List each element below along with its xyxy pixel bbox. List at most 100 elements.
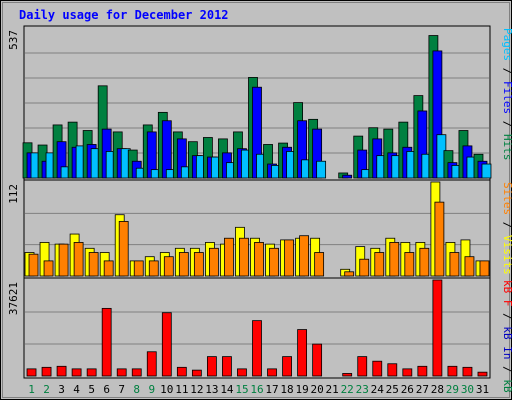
bar-kb-f-day-30 (462, 366, 473, 377)
bar-kb-f-day-14 (222, 356, 232, 377)
x-tick-label-day-3: 3 (58, 383, 65, 396)
y-max-label: 537 (7, 30, 20, 50)
bar-kb-f-day-20 (312, 343, 323, 377)
bar-kb-f-day-8 (131, 368, 142, 377)
bar-pages-day-20 (316, 160, 327, 179)
bar-kb-f-day-2 (41, 366, 52, 377)
bar-kb-f-day-19 (297, 329, 308, 377)
y-max-label: 37621 (7, 282, 20, 315)
bar-kb-f-day-10 (161, 312, 172, 377)
bar-kb-f-day-24 (372, 360, 383, 377)
x-tick-label-day-16: 16 (250, 383, 263, 396)
x-tick-label-day-17: 17 (265, 383, 278, 396)
bar-kb-f-day-5 (86, 368, 97, 377)
x-tick-label-day-5: 5 (88, 383, 95, 396)
bar-sites-day-22 (344, 271, 355, 277)
bar-kb-f-day-27 (417, 365, 428, 377)
x-tick-label-day-31: 31 (476, 383, 489, 396)
x-tick-label-day-6: 6 (103, 383, 110, 396)
legend-part: / (501, 61, 512, 81)
bar-kb-f-day-6 (101, 307, 112, 377)
bar-kb-f-day-18 (282, 356, 292, 377)
legend-part: Visits (501, 235, 512, 275)
bar-sites-day-6 (103, 260, 114, 277)
x-tick-label-day-29: 29 (446, 383, 459, 396)
bar-sites-day-15 (239, 237, 249, 277)
bar-pages-day-31 (481, 163, 492, 179)
bar-kb-f-day-29 (447, 365, 458, 377)
x-tick-label-day-14: 14 (220, 383, 234, 396)
bar-kb-f-day-16 (252, 320, 262, 377)
chart-title: Daily usage for December 2012 (19, 8, 229, 22)
bar-sites-day-13 (208, 247, 219, 277)
legend-part: / (501, 307, 512, 327)
series-legend-label: Pages / Files / Hits (501, 28, 512, 161)
legend-part: / (501, 114, 512, 134)
series-legend-label: Sites / Visits (501, 182, 512, 275)
x-tick-label-day-30: 30 (461, 383, 474, 396)
bar-sites-day-18 (284, 239, 294, 277)
x-tick-label-day-2: 2 (43, 383, 50, 396)
bar-sites-day-4 (73, 242, 84, 277)
bar-sites-day-10 (163, 256, 174, 277)
legend-part: Files (501, 81, 512, 114)
bar-sites-day-27 (419, 247, 430, 277)
bar-kb-f-day-23 (357, 356, 368, 377)
x-tick-label-day-7: 7 (118, 383, 125, 396)
legend-part: kB Out (501, 379, 512, 400)
bar-sites-day-25 (389, 242, 400, 277)
bar-sites-day-30 (464, 256, 475, 277)
bar-kb-f-day-15 (237, 368, 247, 377)
bar-kb-f-day-22 (342, 373, 353, 377)
bar-files-day-22 (342, 174, 353, 179)
x-tick-label-day-15: 15 (235, 383, 248, 396)
bar-sites-day-28 (434, 201, 445, 277)
bar-kb-f-day-25 (387, 363, 398, 377)
bar-sites-day-3 (58, 243, 69, 277)
bar-sites-day-14 (224, 237, 234, 277)
legend-part: / (501, 215, 512, 235)
bar-sites-day-29 (449, 252, 460, 277)
x-tick-label-day-4: 4 (73, 383, 80, 396)
x-tick-label-day-20: 20 (311, 383, 324, 396)
bar-sites-day-5 (88, 252, 99, 277)
legend-part: Hits (501, 134, 512, 161)
bar-sites-day-20 (314, 252, 325, 277)
bar-sites-day-23 (359, 258, 370, 277)
x-tick-label-day-1: 1 (28, 383, 35, 396)
bar-kb-f-day-13 (206, 356, 217, 377)
x-tick-label-day-26: 26 (401, 383, 414, 396)
x-tick-label-day-8: 8 (133, 383, 140, 396)
bar-kb-f-day-26 (402, 368, 413, 377)
x-tick-label-day-12: 12 (190, 383, 203, 396)
bar-kb-f-day-1 (26, 368, 37, 377)
bar-kb-f-day-12 (191, 369, 202, 377)
panel-top: 537 Pages / Files / Hits (7, 25, 512, 181)
bar-kb-f-day-7 (116, 368, 127, 377)
x-tick-label-day-27: 27 (416, 383, 429, 396)
y-max-label: 112 (7, 184, 20, 204)
x-tick-label-day-21: 21 (326, 383, 339, 396)
x-tick-label-day-23: 23 (356, 383, 369, 396)
bar-sites-day-16 (254, 242, 264, 277)
bar-sites-day-7 (118, 221, 129, 277)
x-tick-label-day-10: 10 (160, 383, 173, 396)
panel-middle: 112 Sites / Visits (7, 179, 512, 279)
bar-sites-day-8 (133, 260, 144, 277)
x-tick-label-day-19: 19 (295, 383, 308, 396)
series-legend-label: kB F / kB In / kB Out (501, 280, 512, 400)
bar-kb-f-day-3 (56, 365, 67, 377)
bar-kb-f-day-28 (432, 279, 443, 377)
x-tick-label-day-25: 25 (386, 383, 399, 396)
legend-part: Pages (501, 28, 512, 61)
bar-sites-day-2 (43, 260, 54, 277)
x-tick-label-day-11: 11 (175, 383, 188, 396)
bar-kb-f-day-9 (146, 351, 157, 377)
x-tick-label-day-22: 22 (341, 383, 354, 396)
bar-kb-f-day-4 (71, 368, 82, 377)
bar-sites-day-1 (28, 253, 39, 277)
